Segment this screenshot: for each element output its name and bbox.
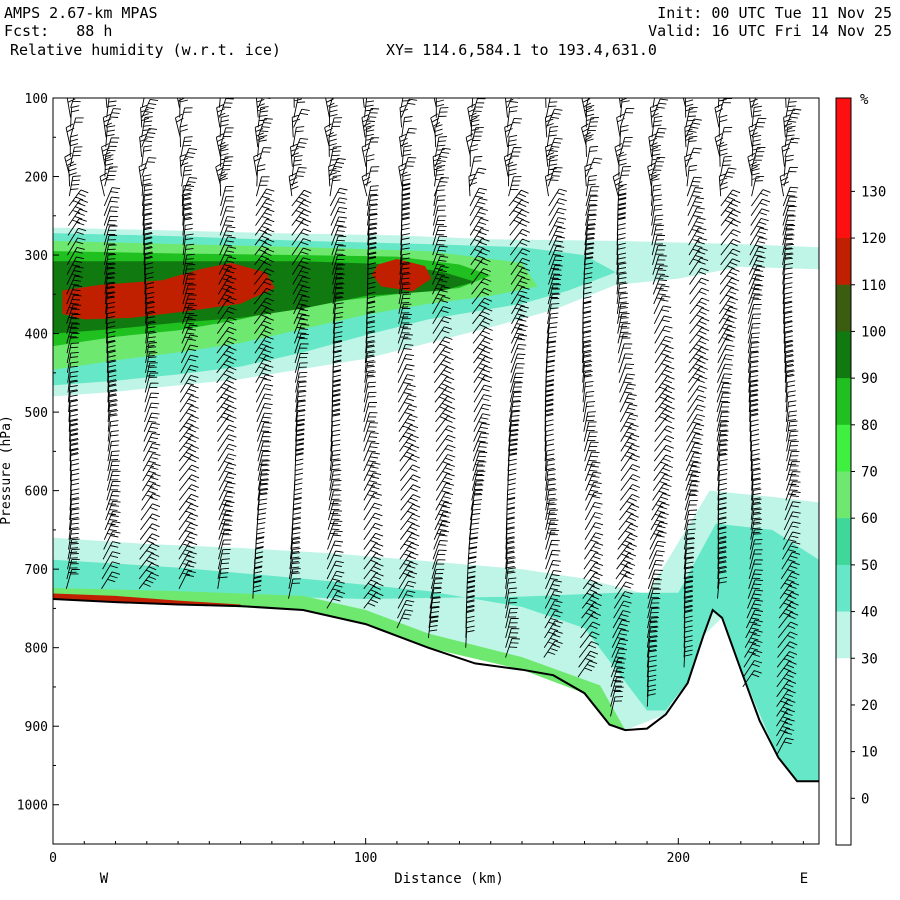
wind-profile xyxy=(646,98,675,707)
east-label: E xyxy=(800,871,808,887)
x-axis-label: Distance (km) xyxy=(394,871,504,887)
forecast-hour: Fcst: 88 h xyxy=(4,22,113,40)
rh-region-70-5 xyxy=(53,588,626,731)
wind-profile xyxy=(64,98,89,589)
rh-region-100-7 xyxy=(53,261,476,334)
colorbar: 0 10 20 30 40 50 60 70 80 90 100 110 120 130 xyxy=(835,97,886,893)
valid-time: Valid: 16 UTC Fri 14 Nov 25 xyxy=(648,22,892,40)
wind-profile xyxy=(427,98,456,638)
wind-profile xyxy=(138,98,161,590)
colorbar-swatch xyxy=(836,704,851,753)
wind-profile xyxy=(465,98,493,648)
colorbar-label: 40 xyxy=(861,605,878,621)
wind-profile xyxy=(252,98,275,599)
colorbar-label: 0 xyxy=(861,791,869,807)
x-tick-label: 200 xyxy=(667,851,690,866)
colorbar-swatch xyxy=(836,331,851,379)
colorbar-swatch xyxy=(836,284,851,332)
colorbar-label: 20 xyxy=(861,698,878,714)
colorbar-label: 120 xyxy=(861,231,886,247)
colorbar-swatch xyxy=(836,378,851,426)
y-tick-label: 800 xyxy=(25,642,48,657)
colorbar-swatch xyxy=(836,751,851,799)
colorbar-swatch xyxy=(836,238,851,286)
colorbar-swatch xyxy=(836,845,851,893)
colorbar-swatch xyxy=(836,798,851,846)
colorbar-swatch xyxy=(836,191,851,239)
wind-profile xyxy=(776,98,802,756)
rh-region-120-10 xyxy=(53,593,241,607)
wind-profile xyxy=(682,98,710,668)
wind-profile xyxy=(714,98,741,599)
colorbar-swatch xyxy=(836,518,851,566)
wind-profile xyxy=(215,98,237,589)
wind-profile xyxy=(361,98,384,609)
wind-profile xyxy=(503,98,531,658)
wind-profile xyxy=(610,98,641,717)
colorbar-label: 10 xyxy=(861,745,878,761)
y-tick-label: 500 xyxy=(25,406,48,421)
colorbar-label: 90 xyxy=(861,371,878,387)
colorbar-label: 30 xyxy=(861,651,878,667)
terrain-surface-line xyxy=(52,598,819,783)
colorbar-label: 60 xyxy=(861,511,878,527)
y-tick-label: 200 xyxy=(25,171,48,186)
colorbar-swatch xyxy=(836,98,851,146)
x-tick-label: 100 xyxy=(354,851,377,866)
wind-profile xyxy=(396,98,421,629)
field-label: Relative humidity (w.r.t. ice) xyxy=(10,41,281,59)
rh-region-120-9 xyxy=(371,259,432,292)
y-tick-label: 900 xyxy=(25,720,48,735)
wind-profile xyxy=(543,98,568,658)
colorbar-label: 80 xyxy=(861,418,878,434)
colorbar-label: 50 xyxy=(861,558,878,574)
wind-profile xyxy=(99,98,122,590)
wind-profile xyxy=(577,98,604,678)
colorbar-unit: % xyxy=(860,92,869,108)
colorbar-swatch xyxy=(836,144,851,192)
y-tick-label: 400 xyxy=(25,328,48,343)
y-tick-label: 100 xyxy=(25,92,48,107)
wind-profile xyxy=(742,98,771,688)
y-tick-label: 700 xyxy=(25,563,48,578)
colorbar-swatch xyxy=(836,424,851,472)
y-tick-label: 1000 xyxy=(17,799,48,814)
section-endpoints: XY= 114.6,584.1 to 193.4,631.0 xyxy=(386,41,657,59)
colorbar-swatch xyxy=(836,471,851,519)
rh-region-50-3 xyxy=(53,523,819,781)
colorbar-label: 100 xyxy=(861,324,886,340)
west-label: W xyxy=(100,871,109,887)
wind-profile xyxy=(288,98,312,599)
y-axis-label: Pressure (hPa) xyxy=(0,415,14,525)
colorbar-label: 70 xyxy=(861,465,878,481)
wind-profile xyxy=(174,98,200,590)
plot-frame xyxy=(52,97,820,845)
y-tick-label: 300 xyxy=(25,249,48,264)
wind-profile xyxy=(324,98,348,609)
colorbar-label: 110 xyxy=(861,278,886,294)
rh-region-120-8 xyxy=(62,262,276,320)
colorbar-swatch xyxy=(836,611,851,659)
model-label: AMPS 2.67-km MPAS xyxy=(4,4,158,22)
y-tick-label: 600 xyxy=(25,485,48,500)
colorbar-swatch xyxy=(836,564,851,613)
colorbar-swatch xyxy=(836,658,851,706)
init-time: Init: 00 UTC Tue 11 Nov 25 xyxy=(657,4,892,22)
x-tick-label: 0 xyxy=(49,851,57,866)
colorbar-label: 130 xyxy=(861,184,886,200)
